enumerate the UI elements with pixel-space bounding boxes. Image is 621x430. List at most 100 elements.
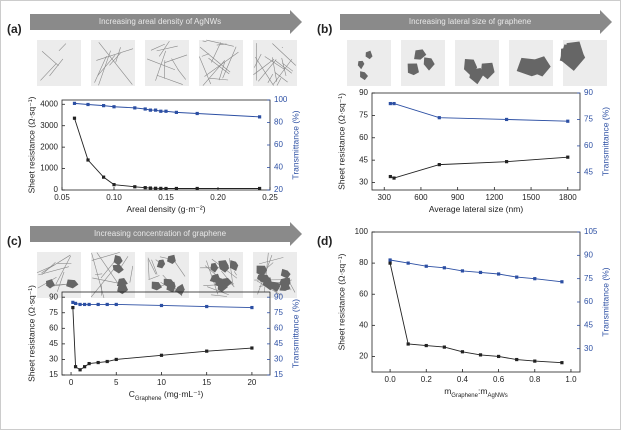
data-point	[437, 116, 441, 120]
data-point	[388, 174, 392, 179]
data-point	[515, 357, 519, 362]
nanowire	[146, 58, 176, 71]
data-point	[102, 175, 106, 179]
illustration	[37, 40, 81, 86]
data-point	[148, 108, 152, 112]
graphene-flake	[174, 283, 185, 296]
x-tick-label: 20	[247, 378, 256, 387]
x-tick-label: 1.0	[565, 375, 577, 384]
nanowire	[96, 48, 134, 61]
x-axis-label-part: C	[129, 389, 135, 399]
data-point	[497, 272, 501, 276]
x-tick-label: 0.4	[457, 375, 469, 384]
x-axis-label: mGraphene:mAgNWs	[444, 386, 508, 398]
x-axis-label-part: AgNWs	[487, 393, 507, 399]
data-point	[388, 258, 392, 262]
y2-tick-label: 30	[584, 344, 593, 353]
data-point	[78, 302, 82, 307]
graphene-flake	[360, 71, 368, 81]
data-point	[460, 269, 465, 273]
banner-arrow	[30, 10, 302, 34]
y2-tick-label: 30	[274, 355, 283, 364]
x-axis-label-part: Areal density (g·m⁻²)	[126, 204, 205, 214]
data-point	[159, 109, 163, 113]
data-point	[87, 302, 91, 307]
nanowire	[92, 277, 123, 285]
nanowire	[148, 275, 160, 281]
x-axis-label-part: m	[444, 386, 451, 396]
data-point	[437, 163, 441, 167]
data-point	[250, 346, 254, 350]
y-tick-label: 60	[359, 133, 368, 142]
data-point	[133, 106, 137, 110]
nanowire	[258, 59, 277, 82]
y-tick-label: 0	[54, 185, 59, 194]
graphene-flake	[263, 279, 275, 291]
illustration	[347, 40, 391, 86]
nanowire	[158, 40, 170, 57]
panel-label: (d)	[317, 234, 332, 248]
nanowire	[36, 264, 55, 273]
illustration	[91, 40, 135, 86]
data-point	[388, 261, 392, 265]
nanowire	[155, 50, 166, 81]
y2-tick-label: 75	[584, 115, 593, 124]
data-point	[83, 302, 87, 307]
graphene-flake	[166, 281, 176, 293]
data-point	[195, 111, 199, 116]
graphene-flake	[407, 63, 419, 76]
graphene-flake	[156, 259, 166, 269]
banner-arrow	[30, 222, 302, 246]
nanowire	[272, 57, 278, 82]
data-point	[143, 107, 147, 111]
nanowire	[253, 58, 275, 76]
y2-tick-label: 60	[274, 140, 283, 149]
x-tick-label: 1800	[559, 193, 577, 202]
x-tick-label: 0.15	[158, 193, 174, 202]
y-tick-label: 75	[359, 110, 368, 119]
x-tick-label: 900	[451, 193, 465, 202]
y-tick-label: 20	[359, 352, 368, 361]
nanowire	[151, 259, 158, 275]
x-axis-label-part: (mg·mL⁻¹)	[162, 389, 204, 399]
nanowire	[41, 50, 59, 67]
y2-axis-label: Transmittance (%)	[290, 299, 300, 368]
data-point	[205, 349, 209, 353]
y2-tick-label: 60	[584, 297, 593, 306]
x-tick-label: 0.8	[529, 375, 541, 384]
data-point	[258, 115, 262, 119]
graphene-flake	[229, 260, 239, 272]
nanowire	[211, 294, 228, 297]
data-point	[112, 105, 116, 109]
nanowire	[171, 58, 179, 71]
y2-tick-label: 40	[274, 163, 283, 172]
nanowire	[233, 271, 237, 276]
data-point	[148, 186, 152, 190]
nanowire	[281, 62, 294, 72]
data-point	[102, 104, 106, 108]
plot-frame	[371, 92, 581, 191]
x-tick-label: 1500	[522, 193, 540, 202]
y-tick-label: 90	[359, 88, 368, 97]
nanowire	[94, 55, 107, 83]
nanowire	[218, 61, 226, 81]
graphene-flake	[365, 50, 373, 60]
graphene-flake	[210, 262, 219, 273]
data-point	[174, 110, 178, 114]
nanowire	[55, 255, 71, 285]
data-point	[78, 368, 82, 372]
graphene-flake	[469, 68, 484, 85]
nanowire	[199, 56, 212, 85]
nanowire	[202, 40, 207, 43]
data-point	[159, 353, 164, 357]
nanowire	[209, 77, 229, 81]
graphene-flake	[280, 277, 291, 288]
data-point	[73, 365, 78, 369]
nanowire	[264, 56, 285, 70]
y-tick-label: 60	[359, 289, 368, 298]
data-point	[143, 186, 147, 190]
data-point	[112, 183, 116, 187]
nanowire	[274, 60, 293, 74]
data-point	[71, 300, 75, 304]
y-tick-label: 15	[49, 370, 58, 379]
